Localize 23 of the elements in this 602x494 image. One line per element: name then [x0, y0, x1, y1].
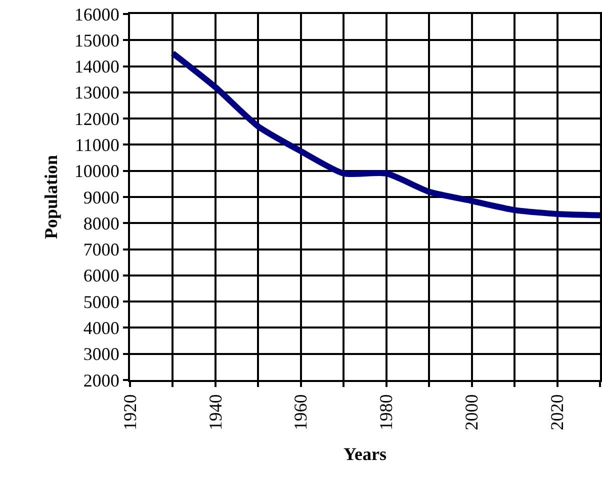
y-tick-label: 10000: [74, 161, 120, 182]
y-tick-label: 13000: [74, 82, 120, 103]
y-tick-label: 4000: [83, 318, 120, 338]
y-tick-label: 7000: [83, 240, 120, 260]
x-tick-label: 1960: [290, 394, 311, 430]
x-axis-title: Years: [344, 444, 386, 464]
x-tick-label: 1940: [205, 394, 226, 430]
x-tick-label: 1980: [376, 394, 396, 430]
y-axis-title: Population: [41, 154, 62, 240]
x-tick-label: 1920: [120, 394, 140, 430]
y-tick-label: 12000: [74, 108, 120, 129]
y-tick-label: 6000: [83, 266, 120, 286]
y-tick-label: 14000: [74, 56, 120, 77]
y-tick-label: 2000: [83, 370, 120, 390]
y-tick-label: 16000: [74, 4, 120, 24]
y-tick-label: 15000: [74, 30, 120, 50]
y-tick-label: 9000: [83, 187, 120, 208]
y-tick-label: 11000: [75, 135, 120, 156]
y-tick-label: 8000: [83, 213, 120, 234]
y-tick-label: 3000: [83, 344, 120, 364]
y-tick-label: 5000: [83, 292, 120, 312]
x-tick-label: 2020: [547, 394, 568, 430]
x-tick-label: 2000: [462, 394, 482, 430]
